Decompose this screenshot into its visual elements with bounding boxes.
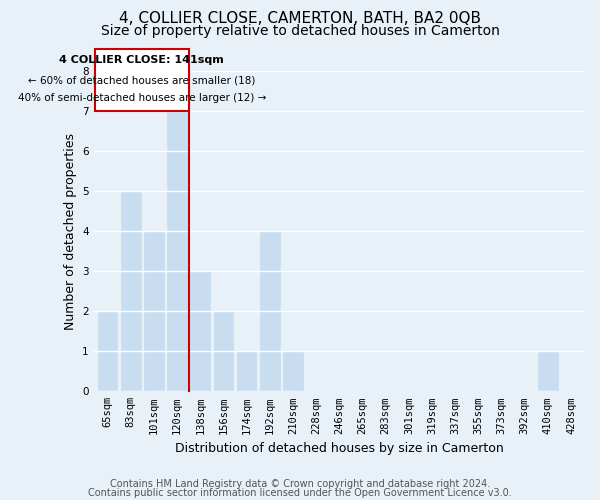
X-axis label: Distribution of detached houses by size in Camerton: Distribution of detached houses by size … (175, 442, 504, 455)
Bar (98, 312, 118, 392)
Bar (283, 352, 303, 392)
Text: Contains HM Land Registry data © Crown copyright and database right 2024.: Contains HM Land Registry data © Crown c… (110, 479, 490, 489)
Text: Contains public sector information licensed under the Open Government Licence v3: Contains public sector information licen… (88, 488, 512, 498)
Bar (190, 272, 210, 392)
Text: ← 60% of detached houses are smaller (18): ← 60% of detached houses are smaller (18… (28, 76, 256, 86)
Bar (214, 312, 233, 392)
Bar (167, 112, 187, 392)
Bar (538, 352, 558, 392)
FancyBboxPatch shape (95, 50, 188, 112)
Y-axis label: Number of detached properties: Number of detached properties (64, 133, 77, 330)
Text: Size of property relative to detached houses in Camerton: Size of property relative to detached ho… (101, 24, 499, 38)
Bar (121, 192, 140, 392)
Text: 40% of semi-detached houses are larger (12) →: 40% of semi-detached houses are larger (… (17, 94, 266, 104)
Bar (260, 232, 280, 392)
Text: 4, COLLIER CLOSE, CAMERTON, BATH, BA2 0QB: 4, COLLIER CLOSE, CAMERTON, BATH, BA2 0Q… (119, 11, 481, 26)
Text: 4 COLLIER CLOSE: 141sqm: 4 COLLIER CLOSE: 141sqm (59, 56, 224, 66)
Bar (237, 352, 256, 392)
Bar (144, 232, 164, 392)
